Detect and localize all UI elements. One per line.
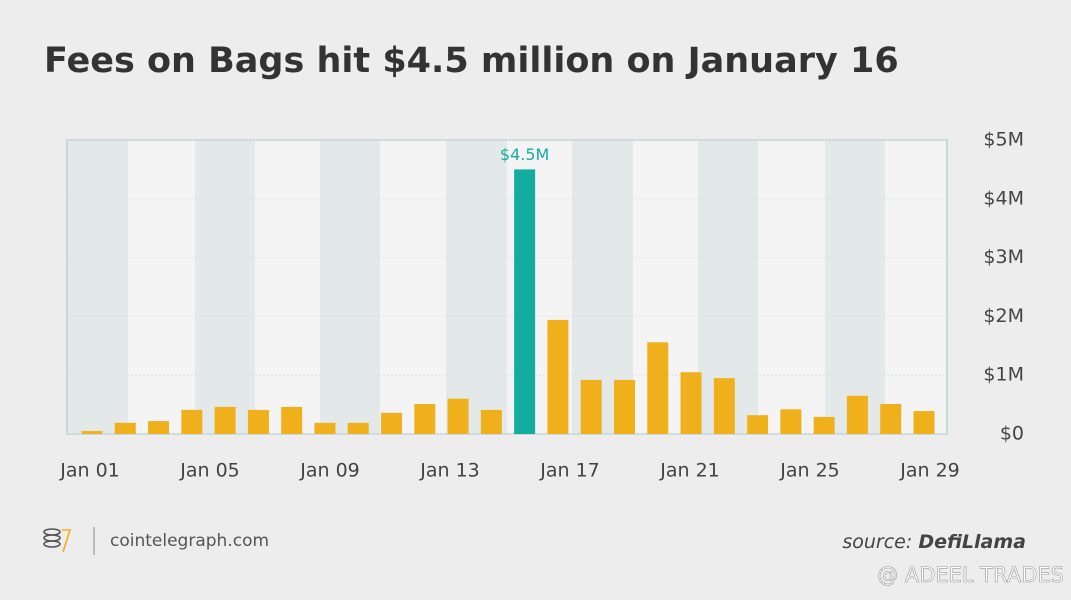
bar	[613, 379, 635, 434]
x-tick-label: Jan 29	[899, 460, 960, 482]
bar	[447, 398, 469, 434]
source: source: DefiLlama	[842, 531, 1026, 553]
y-tick-label: $3M	[983, 246, 1024, 268]
bar	[680, 372, 702, 434]
bar	[514, 169, 536, 434]
x-tick-label: Jan 05	[179, 460, 240, 482]
bar	[181, 409, 203, 434]
bar	[913, 411, 935, 434]
watermark: @ ADEEL TRADES	[877, 563, 1064, 587]
y-tick-label: $2M	[983, 305, 1024, 327]
bar	[347, 422, 369, 434]
bar	[314, 422, 336, 434]
logo	[43, 528, 72, 553]
bands	[67, 140, 885, 434]
chart-title: Fees on Bags hit $4.5 million on January…	[44, 41, 899, 81]
bar	[580, 379, 602, 434]
bar	[381, 412, 403, 434]
x-tick-label: Jan 21	[659, 460, 720, 482]
y-tick-label: $1M	[983, 364, 1024, 386]
bar	[148, 421, 170, 434]
y-tick-label: $4M	[983, 187, 1024, 209]
bar	[713, 378, 735, 434]
source-name: DefiLlama	[918, 531, 1026, 553]
bar	[81, 431, 103, 434]
bar	[414, 404, 436, 434]
bar	[114, 422, 136, 434]
bar	[247, 409, 269, 434]
source-prefix: source:	[842, 531, 912, 553]
bar	[846, 395, 868, 434]
bar	[813, 416, 835, 434]
bar	[214, 406, 236, 434]
y-tick-label: $0	[1000, 423, 1024, 445]
x-tick-label: Jan 13	[419, 460, 480, 482]
bar	[747, 415, 769, 434]
x-tick-label: Jan 17	[539, 460, 600, 482]
brand: cointelegraph.com	[110, 531, 269, 551]
bar	[880, 404, 902, 434]
bar	[281, 406, 303, 434]
bar	[480, 409, 502, 434]
y-tick-label: $5M	[983, 129, 1024, 151]
bar	[647, 342, 669, 434]
bar	[547, 319, 569, 434]
x-tick-label: Jan 09	[299, 460, 360, 482]
bar	[780, 409, 802, 434]
x-tick-label: Jan 01	[59, 460, 120, 482]
x-tick-label: Jan 25	[779, 460, 840, 482]
data-label: $4.5M	[500, 145, 549, 164]
